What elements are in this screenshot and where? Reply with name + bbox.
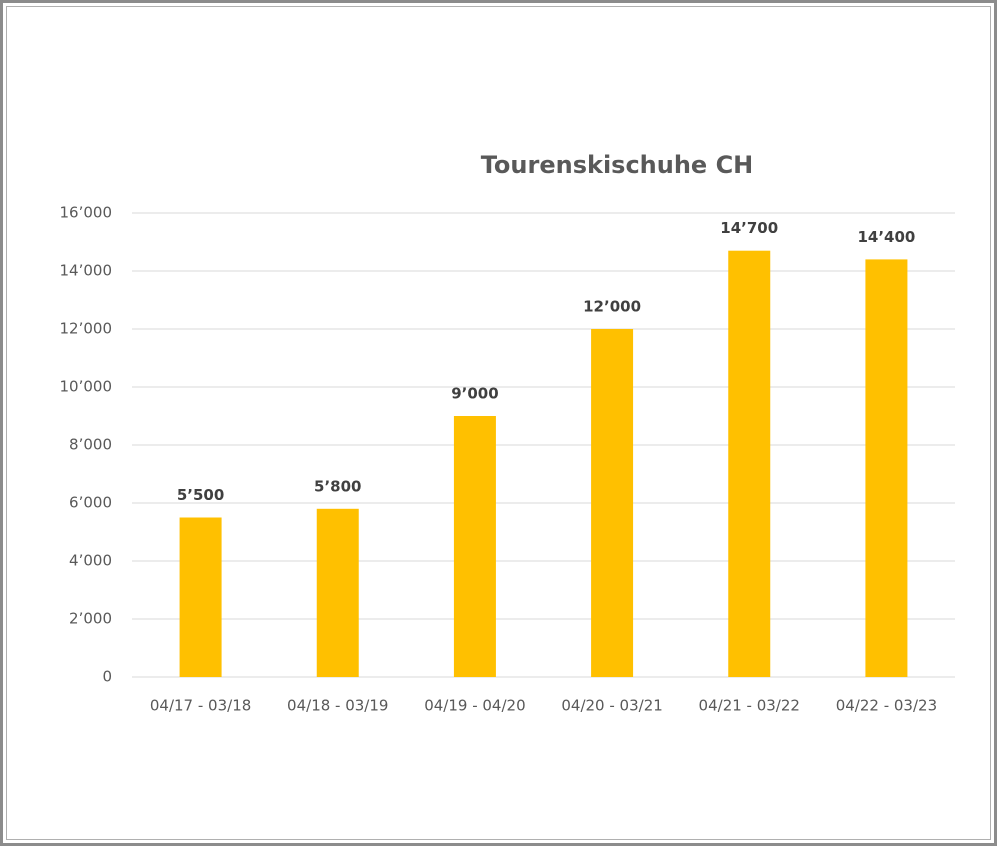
frame-inner [6,6,991,840]
x-tick-label: 04/22 - 03/23 [836,697,937,715]
y-tick-label: 2’000 [69,610,112,628]
x-tick-label: 04/19 - 04/20 [424,697,525,715]
bar [728,250,771,677]
value-label: 5’800 [314,477,361,495]
y-tick-label: 12’000 [60,320,113,338]
bar [179,517,222,677]
bar [591,329,634,677]
y-tick-label: 16’000 [60,204,113,222]
x-tick-label: 04/18 - 03/19 [287,697,388,715]
y-tick-label: 0 [102,668,112,686]
y-tick-label: 6’000 [69,494,112,512]
bar [316,508,359,677]
value-label: 9’000 [451,385,498,403]
value-label: 14’700 [720,219,778,237]
bar [453,416,496,677]
value-label: 5’500 [177,486,224,504]
y-tick-label: 8’000 [69,436,112,454]
x-tick-label: 04/21 - 03/22 [699,697,800,715]
y-tick-label: 14’000 [60,262,113,280]
x-tick-label: 04/20 - 03/21 [561,697,662,715]
value-label: 14’400 [857,228,915,246]
x-tick-label: 04/17 - 03/18 [150,697,251,715]
value-label: 12’000 [583,298,641,316]
chart-title: Tourenskischuhe CH [481,151,754,179]
y-tick-label: 10’000 [60,378,113,396]
bar [865,259,908,677]
y-tick-label: 4’000 [69,552,112,570]
